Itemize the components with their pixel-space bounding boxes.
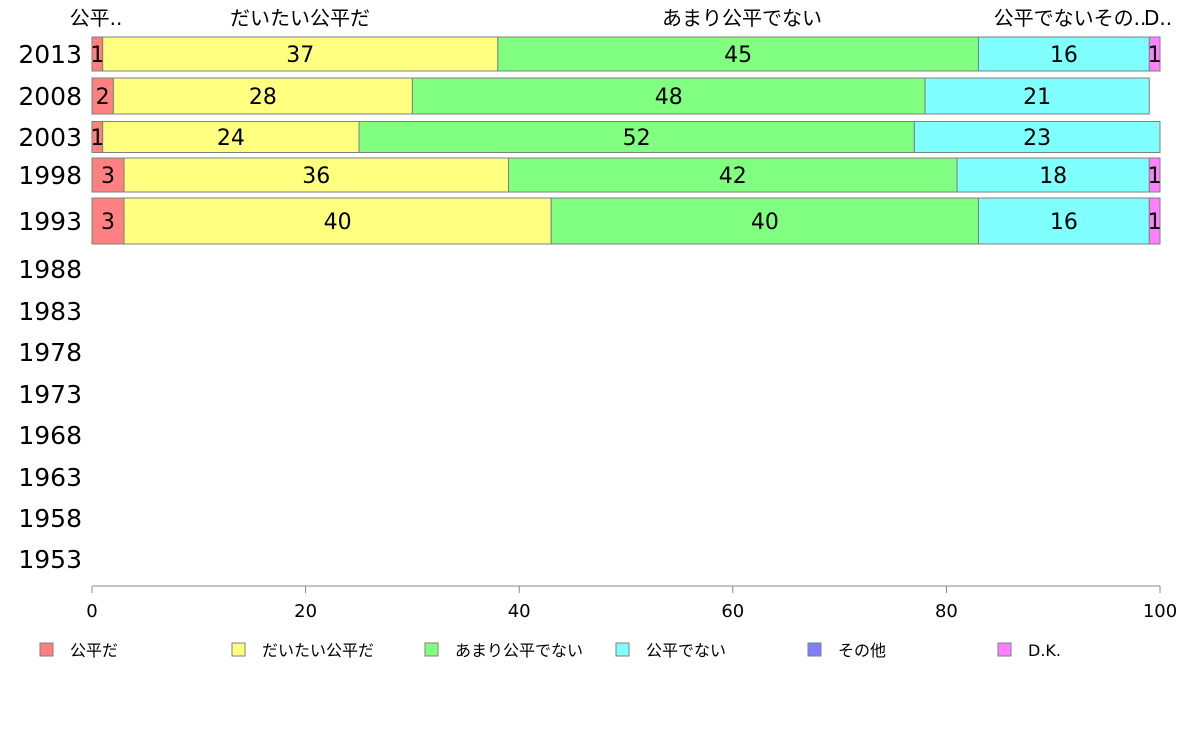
top-label: 公平..	[70, 6, 123, 30]
y-axis-labels: 2013 2008 2003 1998 1993 1988 1983 1978 1973 1968…	[18, 40, 82, 574]
data-label: 48	[655, 85, 683, 110]
legend-label: その他	[838, 641, 886, 660]
legend-label: 公平でない	[646, 641, 726, 660]
data-label: 45	[724, 43, 752, 68]
bar-segment	[956, 157, 1150, 193]
bar-segment	[1148, 197, 1161, 245]
bar-segment	[358, 121, 915, 153]
data-label: 16	[1050, 43, 1078, 68]
data-label: 52	[623, 126, 651, 151]
top-label: だいたい公平だ	[230, 6, 370, 30]
bar-segment	[508, 157, 958, 193]
data-label: 37	[286, 43, 314, 68]
x-tick-label: 80	[935, 601, 958, 622]
data-label: 3	[101, 210, 115, 235]
data-label: 24	[217, 126, 245, 151]
y-tick-label: 1958	[18, 504, 82, 533]
data-label: 16	[1050, 210, 1078, 235]
data-label: 18	[1039, 164, 1067, 189]
legend-swatch	[424, 642, 439, 657]
bars: 1 37 45 16 1 2 28 48 21 1 24 52 23 3 36 42 18 1 3 40 40 16 1	[90, 36, 1162, 245]
data-label: 23	[1023, 126, 1051, 151]
data-label: 1	[1148, 164, 1162, 189]
legend-swatch	[231, 642, 246, 657]
legend-label: あまり公平でない	[455, 641, 583, 660]
legend-label: D.K.	[1028, 641, 1061, 660]
y-tick-label: 2013	[18, 40, 82, 69]
data-label: 1	[1148, 43, 1162, 68]
data-label: 21	[1023, 85, 1051, 110]
legend-swatch	[997, 642, 1012, 657]
bar-segment	[91, 197, 125, 245]
data-label: 1	[1148, 210, 1162, 235]
data-label: 40	[324, 210, 352, 235]
y-tick-label: 1988	[18, 255, 82, 284]
y-tick-label: 1963	[18, 463, 82, 492]
bar-segment	[913, 121, 1161, 153]
y-tick-label: 1998	[18, 161, 82, 190]
x-axis: 0 20 40 60 80 100	[86, 585, 1177, 622]
top-label: あまり公平でない	[662, 6, 822, 30]
y-tick-label: 1973	[18, 380, 82, 409]
legend: 公平だ だいたい公平だ あまり公平でない 公平でない その他 D.K.	[39, 641, 1061, 660]
legend-swatch	[615, 642, 630, 657]
legend-swatch	[39, 642, 54, 657]
y-tick-label: 1953	[18, 545, 82, 574]
bar-segment	[91, 157, 125, 193]
data-label: 28	[249, 85, 277, 110]
bar-segment	[924, 77, 1150, 115]
bar-segment	[1148, 157, 1161, 193]
bar-segment	[977, 197, 1150, 245]
y-tick-label: 2003	[18, 123, 82, 152]
bar-segment	[102, 36, 499, 72]
y-tick-label: 1983	[18, 297, 82, 326]
data-label: 2	[96, 85, 110, 110]
data-label: 1	[90, 126, 104, 151]
x-tick-label: 0	[86, 601, 97, 622]
data-label: 1	[90, 43, 104, 68]
legend-label: 公平だ	[70, 641, 118, 660]
top-label: 公平でないその..	[994, 6, 1147, 30]
y-tick-label: 1978	[18, 338, 82, 367]
bar-segment	[977, 36, 1150, 72]
bar-segment	[1148, 36, 1161, 72]
data-label: 3	[101, 164, 115, 189]
legend-swatch	[807, 642, 822, 657]
data-label: 40	[751, 210, 779, 235]
top-label: D..	[1144, 6, 1172, 30]
legend-label: だいたい公平だ	[262, 641, 374, 660]
x-tick-label: 100	[1143, 601, 1177, 622]
top-labels: 公平.. だいたい公平だ あまり公平でない 公平でないその..D..	[70, 6, 1172, 30]
y-tick-label: 1993	[18, 207, 82, 236]
x-tick-label: 60	[721, 601, 744, 622]
data-label: 36	[302, 164, 330, 189]
data-label: 42	[719, 164, 747, 189]
bar-segment	[550, 197, 979, 245]
y-tick-label: 1968	[18, 421, 82, 450]
x-tick-label: 40	[508, 601, 531, 622]
bar-segment	[123, 157, 510, 193]
bar-segment	[123, 197, 552, 245]
x-tick-label: 20	[294, 601, 317, 622]
y-tick-label: 2008	[18, 82, 82, 111]
